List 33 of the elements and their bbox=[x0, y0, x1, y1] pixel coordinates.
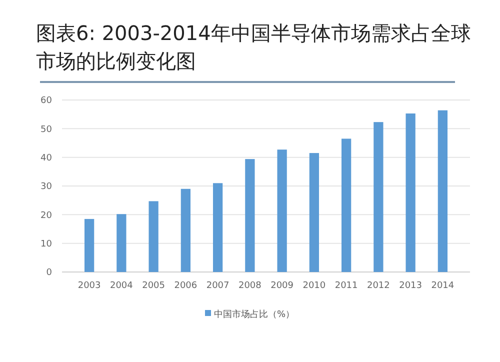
bar bbox=[212, 183, 223, 272]
x-tick-label: 2005 bbox=[142, 281, 166, 291]
y-tick-label: 10 bbox=[40, 239, 52, 250]
bar bbox=[374, 122, 384, 272]
y-tick-label: 20 bbox=[40, 210, 52, 221]
x-tick-label: 2014 bbox=[431, 281, 454, 291]
legend-label: 中国市场占比（%） bbox=[214, 309, 295, 320]
x-tick-label: 2013 bbox=[399, 281, 422, 291]
x-tick-label: 2011 bbox=[334, 281, 358, 291]
y-tick-label: 60 bbox=[40, 96, 52, 106]
y-tick-label: 30 bbox=[40, 182, 52, 192]
x-tick-label: 2003 bbox=[78, 281, 101, 291]
y-tick-label: 50 bbox=[40, 124, 52, 135]
x-tick-label: 2006 bbox=[174, 281, 198, 291]
bar bbox=[277, 150, 287, 272]
bar bbox=[116, 214, 126, 272]
bar bbox=[406, 113, 416, 272]
x-tick-label: 2009 bbox=[270, 281, 294, 291]
y-tick-label: 0 bbox=[46, 268, 52, 278]
bar bbox=[180, 188, 191, 272]
x-tick-label: 2004 bbox=[110, 281, 134, 291]
bar bbox=[148, 201, 158, 272]
x-tick-label: 2012 bbox=[366, 281, 390, 291]
bar bbox=[341, 138, 352, 272]
y-tick-label: 40 bbox=[40, 153, 52, 164]
bar bbox=[309, 153, 320, 272]
bar bbox=[245, 159, 255, 272]
bar bbox=[84, 218, 94, 272]
x-tick-label: 2010 bbox=[302, 281, 326, 291]
chart-title: 图表6: 2003-2014年中国半导体市场需求占全球市场的比例变化图 bbox=[36, 21, 471, 73]
x-tick-label: 2008 bbox=[238, 281, 262, 291]
x-tick-label: 2007 bbox=[206, 281, 230, 291]
bar bbox=[438, 110, 448, 272]
